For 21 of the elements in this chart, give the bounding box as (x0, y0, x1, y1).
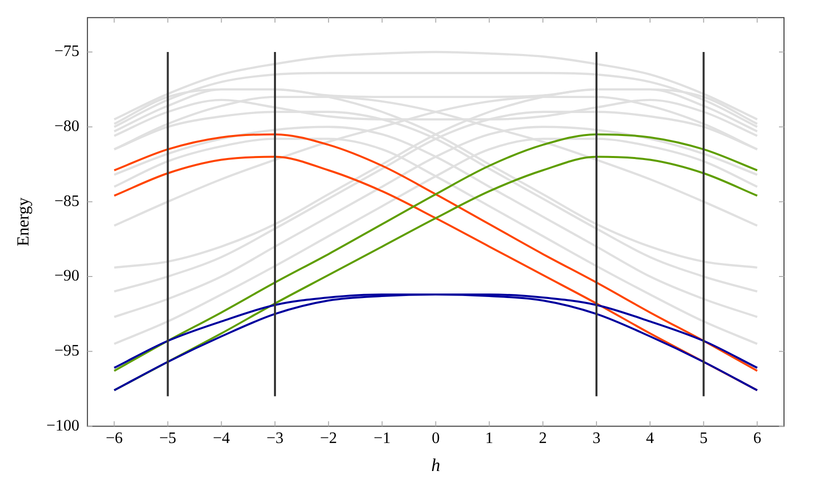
x-tick-label: −1 (374, 430, 391, 448)
y-tick-label: −85 (54, 192, 80, 210)
x-tick-label: −5 (159, 430, 176, 448)
y-tick-label: −95 (54, 342, 80, 360)
x-tick-label: −3 (266, 430, 284, 448)
y-tick-label: −90 (54, 268, 80, 285)
x-tick-label: −6 (106, 430, 123, 448)
x-tick-label: 2 (538, 430, 547, 448)
x-axis-title: h (431, 454, 440, 475)
x-tick-label: 0 (432, 430, 440, 448)
x-tick-label: −2 (320, 430, 338, 448)
y-axis-title: Energy (14, 197, 33, 246)
x-tick-label: 5 (700, 430, 708, 448)
x-tick-label: 1 (485, 430, 494, 448)
x-tick-label: 4 (646, 430, 654, 448)
y-tick-label: −80 (54, 118, 80, 136)
x-tick-label: 3 (592, 430, 600, 448)
x-tick-label: −4 (212, 430, 230, 448)
y-tick-label: −75 (54, 43, 80, 60)
x-tick-label: 6 (753, 430, 762, 448)
y-tick-label: −100 (46, 417, 80, 434)
